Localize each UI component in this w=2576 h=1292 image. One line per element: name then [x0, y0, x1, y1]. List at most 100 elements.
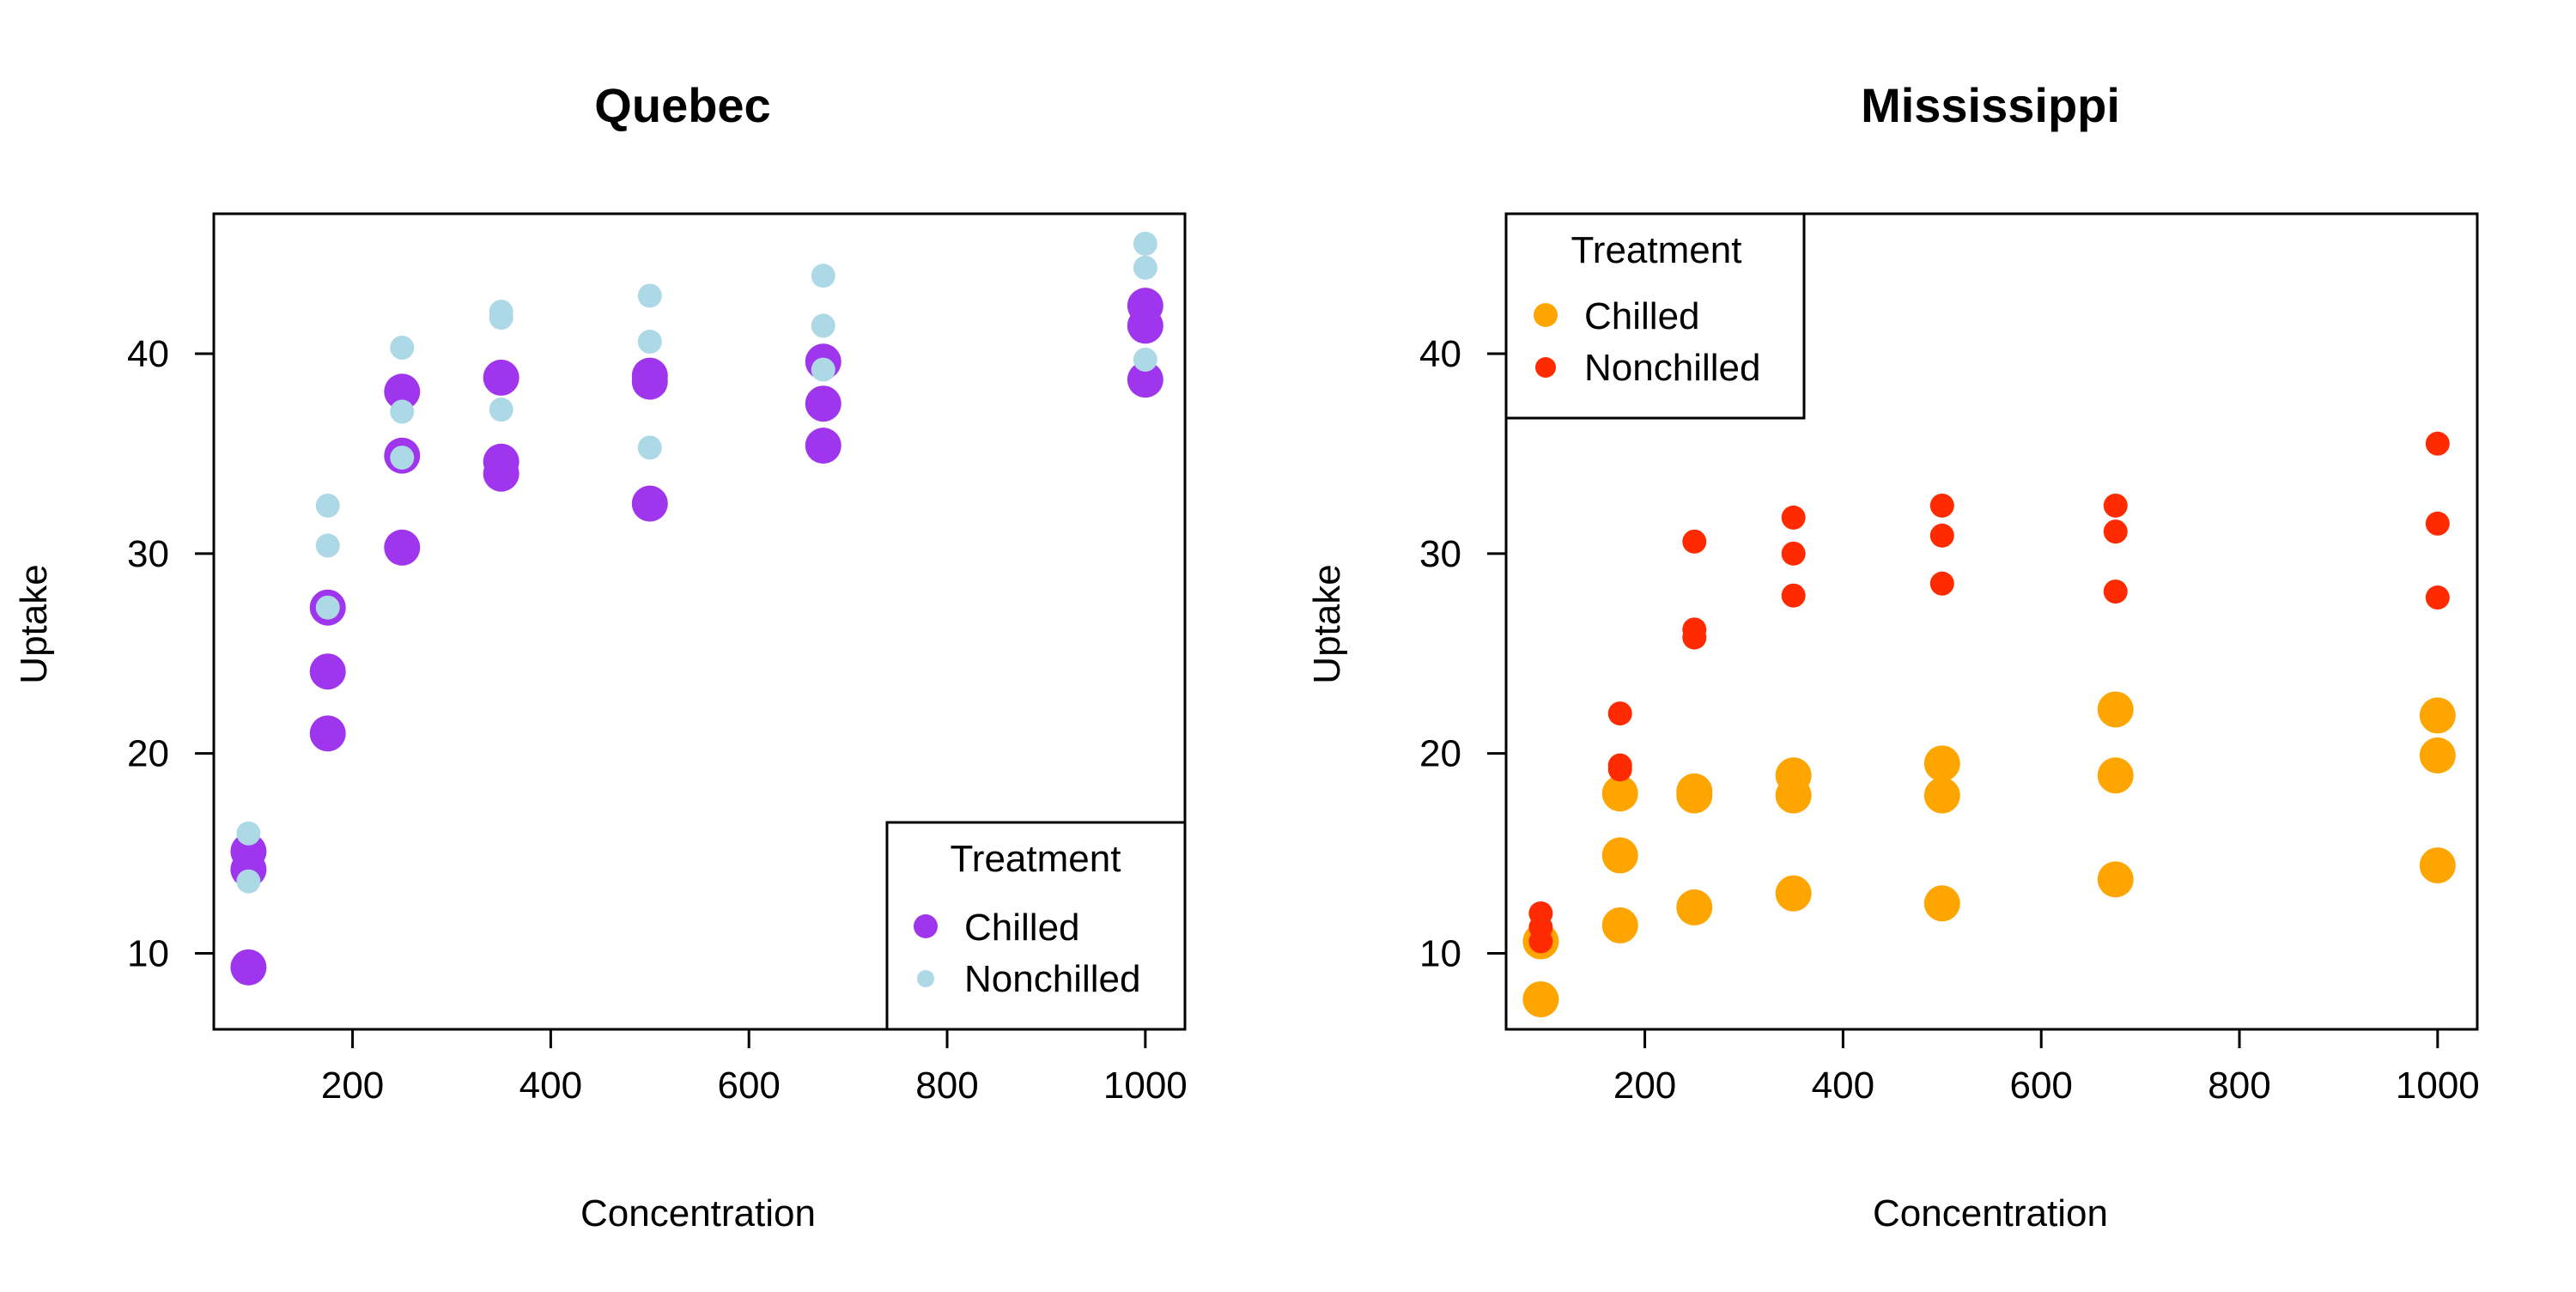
y-tick-label: 10 — [1419, 933, 1461, 975]
point-nonchilled — [811, 313, 835, 338]
point-chilled — [1522, 981, 1559, 1018]
y-tick-label: 10 — [127, 933, 169, 975]
point-nonchilled — [1133, 231, 1157, 256]
point-chilled — [1127, 361, 1163, 398]
legend: Treatment Chilled Nonchilled — [1504, 212, 1806, 420]
point-nonchilled — [1133, 347, 1157, 372]
point-nonchilled — [1607, 701, 1632, 726]
point-chilled — [2419, 847, 2456, 884]
point-nonchilled — [1682, 625, 1707, 650]
point-nonchilled — [637, 283, 662, 308]
point-chilled — [631, 485, 668, 522]
y-axis-label: Uptake — [1306, 564, 1348, 683]
point-nonchilled — [390, 399, 415, 424]
point-chilled — [1775, 875, 1812, 912]
legend-marker-nonchilled — [1535, 357, 1556, 378]
legend-label-chilled: Chilled — [964, 907, 1080, 949]
y-tick-label: 30 — [1419, 533, 1461, 575]
legend-label-chilled: Chilled — [1584, 295, 1700, 337]
x-tick-label: 600 — [2009, 1065, 2072, 1107]
point-chilled — [1601, 775, 1638, 812]
point-nonchilled — [2425, 511, 2450, 536]
point-nonchilled — [637, 435, 662, 460]
legend-marker-chilled — [1534, 303, 1558, 327]
point-chilled — [631, 363, 668, 400]
point-chilled — [2097, 691, 2134, 728]
y-tick-label: 30 — [127, 533, 169, 575]
point-nonchilled — [637, 330, 662, 355]
point-chilled — [2097, 757, 2134, 794]
chart-title: Mississippi — [1861, 78, 2120, 132]
legend-marker-nonchilled — [917, 970, 934, 987]
legend-box — [1504, 212, 1806, 420]
point-nonchilled — [1781, 541, 1806, 566]
x-tick-label: 800 — [915, 1065, 978, 1107]
point-chilled — [1676, 889, 1713, 925]
y-tick-label: 20 — [1419, 733, 1461, 775]
x-tick-label: 800 — [2208, 1065, 2270, 1107]
point-chilled — [2419, 697, 2456, 734]
panel-quebec: Quebec Concentration Uptake 200 400 600 800… — [13, 78, 1188, 1234]
point-chilled — [230, 949, 267, 986]
x-tick-label: 600 — [717, 1065, 780, 1107]
x-axis-label: Concentration — [1873, 1192, 2108, 1234]
x-axis-label: Concentration — [580, 1192, 816, 1234]
point-nonchilled — [2103, 579, 2128, 604]
legend: Treatment Chilled Nonchilled — [885, 821, 1187, 1031]
y-tick-label: 40 — [127, 333, 169, 375]
legend-box — [885, 821, 1187, 1031]
point-nonchilled — [1607, 757, 1632, 782]
point-nonchilled — [2425, 585, 2450, 610]
point-chilled — [1923, 745, 1960, 782]
point-nonchilled — [1929, 523, 1954, 548]
point-nonchilled — [1929, 571, 1954, 596]
x-tick-label: 200 — [1613, 1065, 1676, 1107]
x-tick-label: 400 — [1812, 1065, 1874, 1107]
point-nonchilled — [811, 264, 835, 288]
point-chilled — [1923, 885, 1960, 922]
chart-title: Quebec — [594, 78, 770, 132]
point-nonchilled — [1781, 505, 1806, 530]
point-chilled — [2419, 737, 2456, 774]
point-chilled — [805, 428, 841, 464]
point-chilled — [1923, 777, 1960, 814]
point-nonchilled — [390, 446, 415, 470]
legend-label-nonchilled: Nonchilled — [964, 958, 1140, 1000]
y-tick-label: 20 — [127, 733, 169, 775]
x-tick-label: 1000 — [2396, 1065, 2480, 1107]
legend-title: Treatment — [951, 838, 1121, 880]
y-axis-label: Uptake — [13, 564, 55, 683]
y-tick-label: 40 — [1419, 333, 1461, 375]
point-nonchilled — [1929, 493, 1954, 518]
data-points — [1522, 431, 2456, 1018]
point-chilled — [805, 385, 841, 422]
point-nonchilled — [315, 595, 340, 620]
x-tick-label: 200 — [321, 1065, 384, 1107]
legend-marker-chilled — [914, 914, 938, 938]
legend-label-nonchilled: Nonchilled — [1584, 347, 1760, 389]
point-chilled — [1601, 837, 1638, 874]
x-tick-label: 1000 — [1103, 1065, 1188, 1107]
point-nonchilled — [390, 336, 415, 361]
point-chilled — [483, 359, 519, 396]
point-nonchilled — [315, 493, 340, 518]
point-nonchilled — [315, 533, 340, 558]
point-nonchilled — [2103, 519, 2128, 544]
data-points — [230, 231, 1163, 986]
point-chilled — [1676, 777, 1713, 814]
axis-ticks: 200 400 600 800 1000 10 20 30 40 — [127, 333, 1188, 1107]
axis-ticks: 200 400 600 800 1000 10 20 30 40 — [1419, 333, 2480, 1107]
point-nonchilled — [1528, 929, 1553, 954]
point-nonchilled — [2425, 431, 2450, 456]
point-nonchilled — [489, 397, 513, 422]
point-nonchilled — [1133, 255, 1157, 280]
point-chilled — [1127, 307, 1163, 344]
point-chilled — [1775, 777, 1812, 814]
legend-title: Treatment — [1571, 229, 1742, 271]
point-chilled — [384, 373, 421, 410]
point-chilled — [2097, 861, 2134, 898]
panel-mississippi: Mississippi Concentration Uptake 200 400 6… — [1306, 78, 2480, 1234]
point-nonchilled — [489, 306, 513, 331]
point-nonchilled — [811, 357, 835, 382]
